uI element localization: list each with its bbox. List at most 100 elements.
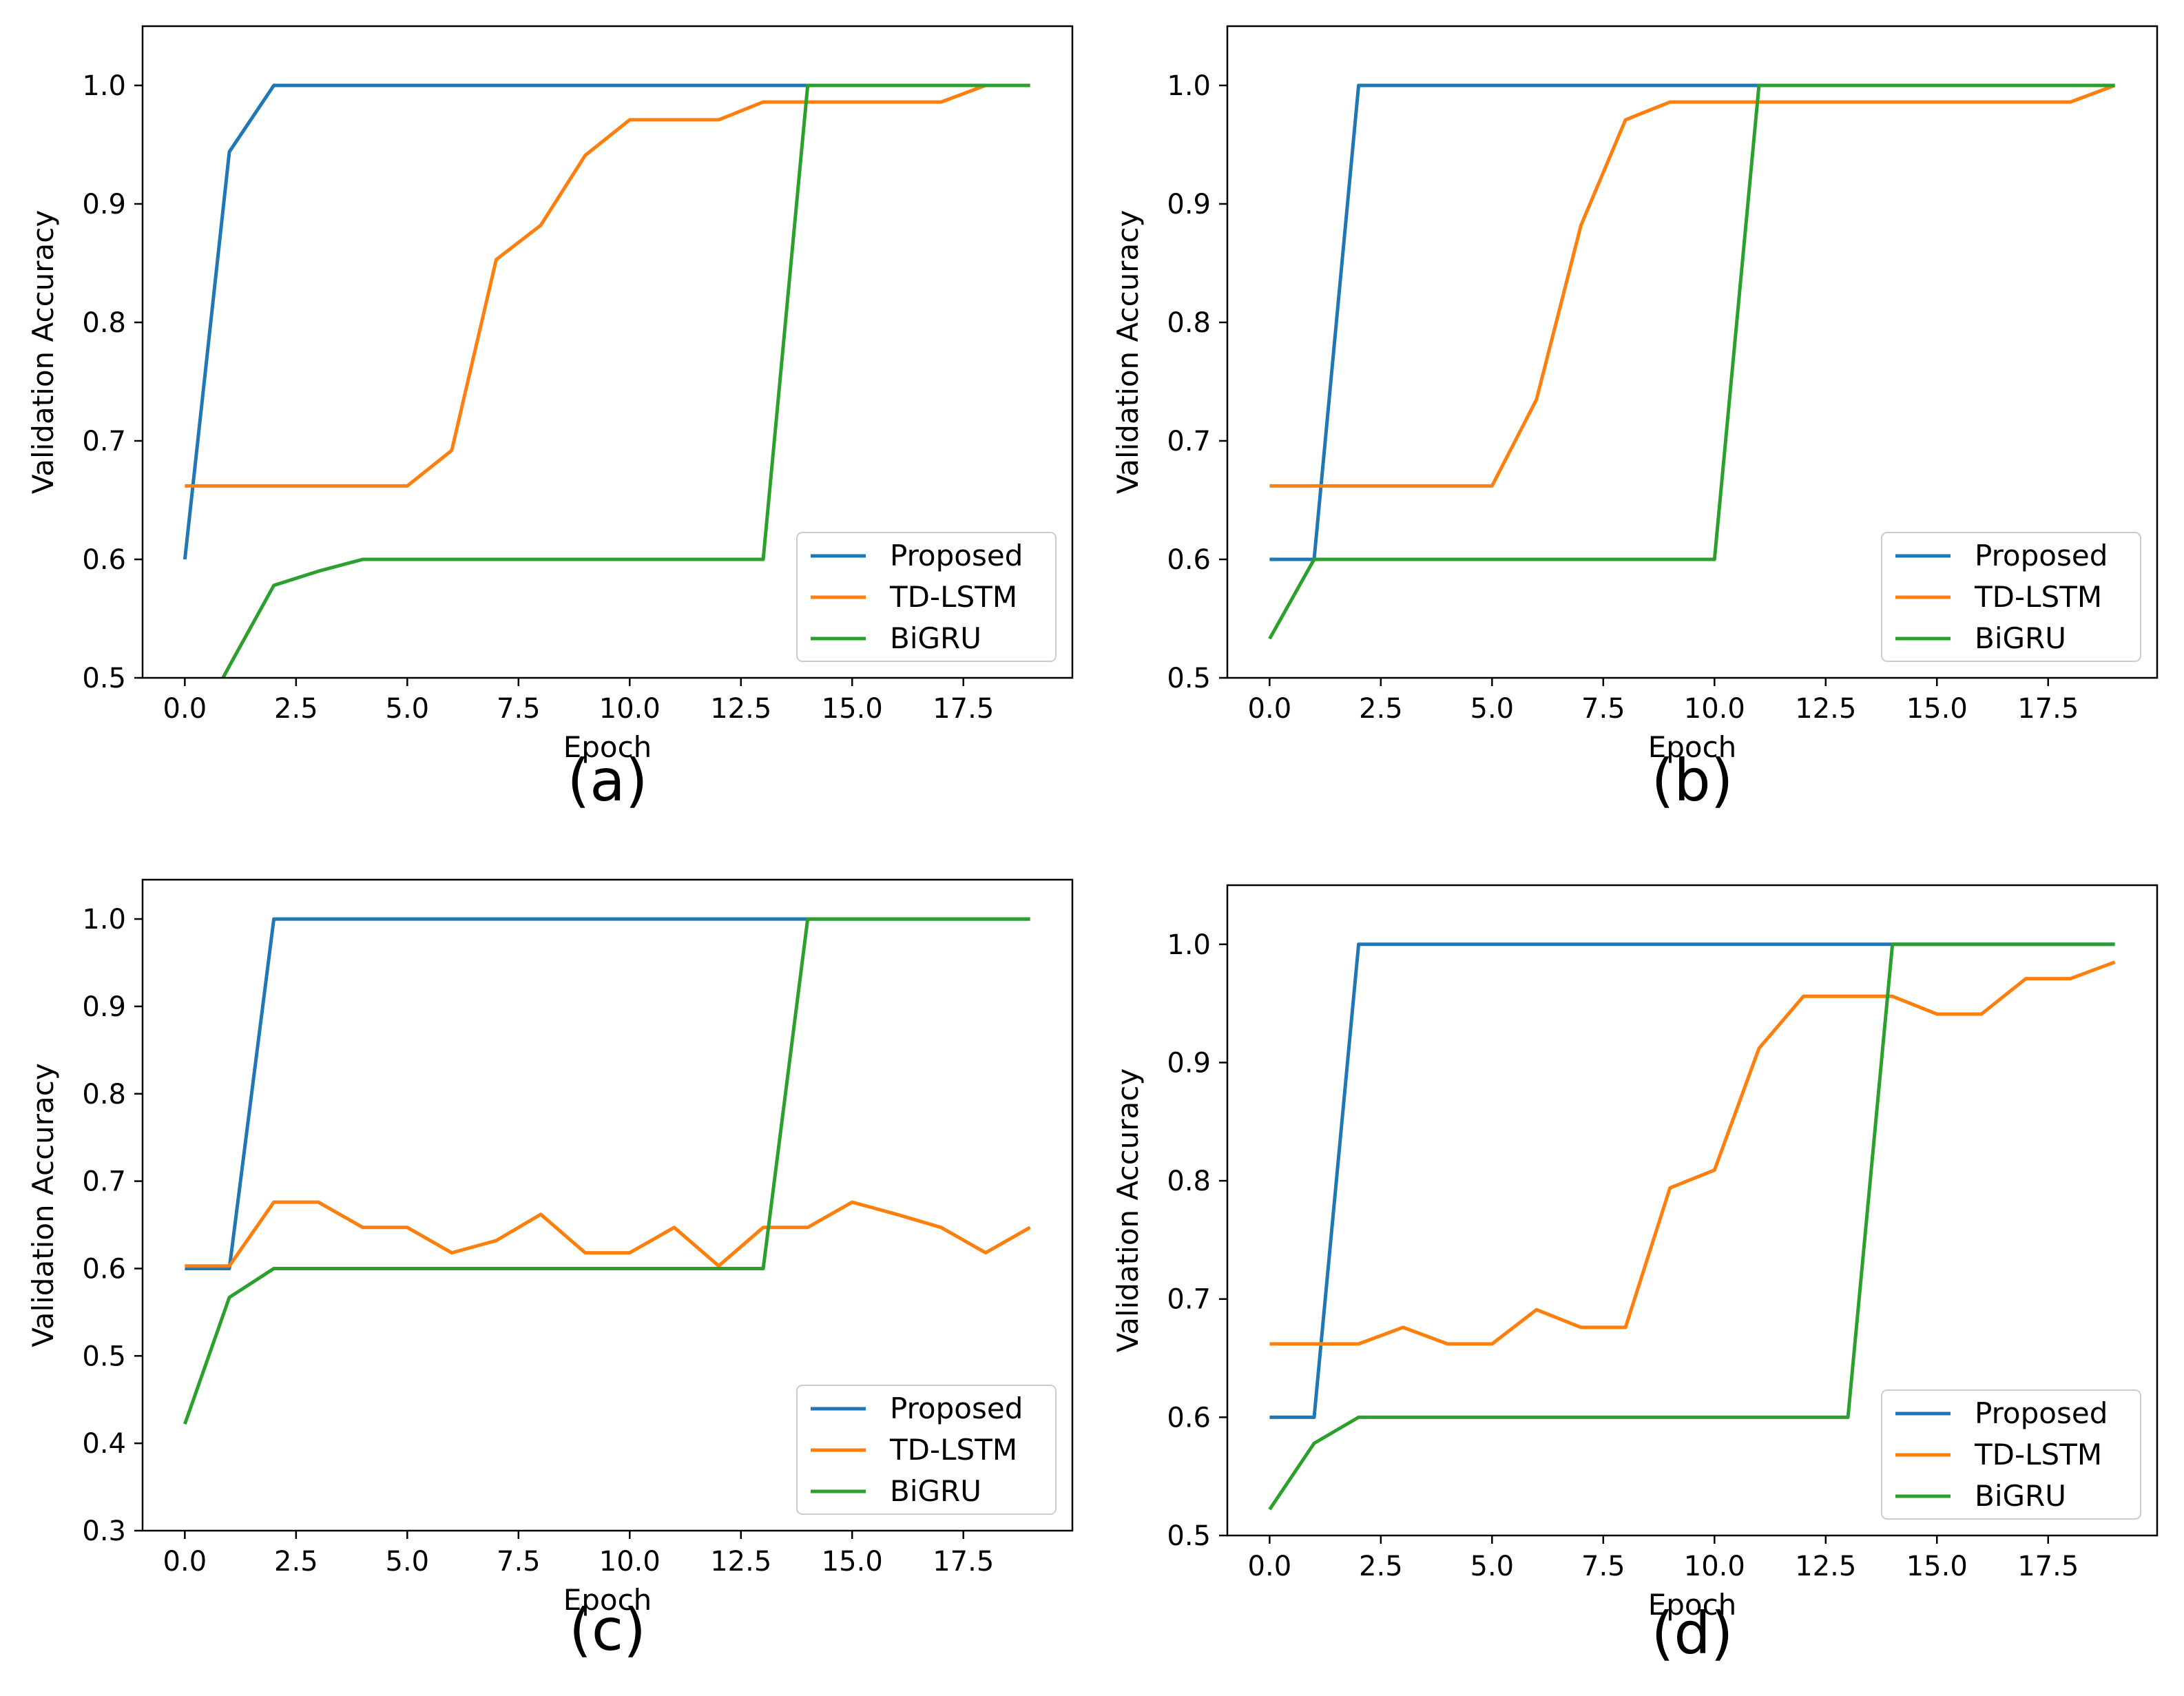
x-tick-label: 12.5 [1795, 1551, 1856, 1582]
legend-label: TD-LSTM [1974, 580, 2102, 614]
y-tick-label: 0.8 [82, 307, 126, 339]
y-tick-label: 0.7 [1167, 426, 1211, 457]
y-tick-label: 1.0 [1167, 70, 1211, 102]
x-tick-label: 5.0 [1470, 693, 1515, 725]
x-axis-label: Epoch [563, 730, 652, 764]
y-tick-label: 0.7 [82, 1166, 126, 1198]
y-tick-label: 0.5 [82, 1341, 126, 1372]
x-tick-label: 15.0 [822, 693, 883, 725]
legend-label: BiGRU [890, 1474, 981, 1508]
y-tick-label: 0.8 [1167, 307, 1211, 339]
x-tick-label: 10.0 [599, 1546, 661, 1578]
x-tick-label: 10.0 [599, 693, 661, 725]
y-tick-label: 0.9 [82, 189, 126, 220]
legend-box [1881, 532, 2141, 662]
x-tick-label: 2.5 [1359, 1551, 1403, 1582]
legend-label: Proposed [890, 539, 1023, 572]
chart-panel-d: 0.0 2.5 5.0 7.5 10.0 12.5 15.0 17.5 0.5 0.6 0.7 0.8… [1111, 884, 2159, 1667]
x-tick-label: 15.0 [1906, 1551, 1968, 1582]
y-axis-label: Validation Accuracy [26, 210, 60, 495]
series-line-td-lstm [1269, 960, 2116, 1346]
chart-panel-c: 0.0 2.5 5.0 7.5 10.0 12.5 15.0 17.5 0.3 0.4 0.5 0.6… [26, 878, 1074, 1664]
x-tick-label: 5.0 [386, 1546, 430, 1578]
legend-label: TD-LSTM [1974, 1438, 2102, 1471]
series-line-proposed [1269, 83, 2115, 561]
panel-label: (c) [569, 1596, 646, 1664]
y-tick-label: 1.0 [82, 70, 126, 102]
y-axis-label: Validation Accuracy [1111, 1068, 1145, 1353]
panel-label: (b) [1652, 747, 1734, 814]
y-tick-label: 1.0 [82, 904, 126, 935]
series-line-bigru [220, 83, 1030, 678]
y-tick-label: 0.9 [1167, 1047, 1211, 1079]
x-tick-label: 2.5 [274, 693, 318, 725]
x-axis-label: Epoch [563, 1583, 652, 1617]
plot-frame [1226, 884, 2159, 1537]
series-group [183, 917, 1031, 1425]
series-line-td-lstm [185, 1200, 1031, 1268]
x-tick-label: 15.0 [1906, 693, 1968, 725]
x-tick-label: 7.5 [1581, 693, 1625, 725]
x-axis-label: Epoch [1648, 730, 1737, 764]
y-tick-label: 0.9 [82, 991, 126, 1023]
y-tick-label: 0.5 [1167, 663, 1211, 694]
legend: Proposed TD-LSTM BiGRU [796, 532, 1057, 662]
legend-box [796, 532, 1057, 662]
series-line-bigru [1268, 942, 2115, 1511]
x-tick-label: 0.0 [1248, 693, 1292, 725]
x-tick-label: 17.5 [933, 1546, 994, 1578]
legend-label: BiGRU [1975, 1479, 2066, 1513]
x-tick-label: 0.0 [163, 693, 207, 725]
y-tick-label: 0.8 [82, 1079, 126, 1110]
plot-frame [1226, 25, 2159, 679]
series-line-td-lstm [185, 83, 1030, 488]
y-tick-label: 0.7 [82, 426, 126, 457]
y-tick-label: 0.5 [1167, 1520, 1211, 1552]
chart-panel-b: 0.0 2.5 5.0 7.5 10.0 12.5 15.0 17.5 0.5 0.6 0.7 0.8… [1111, 25, 2159, 814]
y-axis-label: Validation Accuracy [26, 1063, 60, 1347]
y-tick-label: 0.6 [82, 1253, 126, 1285]
x-tick-label: 7.5 [1581, 1551, 1625, 1582]
x-tick-label: 0.0 [163, 1546, 207, 1578]
legend: Proposed TD-LSTM BiGRU [1881, 1389, 2141, 1520]
x-tick-label: 12.5 [710, 1546, 771, 1578]
plot-frame [141, 25, 1074, 679]
y-tick-label: 0.6 [1167, 1402, 1211, 1434]
legend-label: Proposed [1975, 539, 2108, 572]
y-tick-label: 0.3 [82, 1516, 126, 1547]
series-group [1268, 942, 2116, 1511]
x-tick-label: 2.5 [274, 1546, 318, 1578]
legend-label: BiGRU [890, 621, 981, 655]
x-tick-label: 15.0 [822, 1546, 883, 1578]
x-tick-label: 12.5 [710, 693, 771, 725]
legend-label: Proposed [890, 1392, 1023, 1425]
x-tick-label: 17.5 [2017, 1551, 2079, 1582]
x-tick-label: 0.0 [1248, 1551, 1292, 1582]
legend-label: Proposed [1975, 1396, 2108, 1430]
x-tick-label: 7.5 [497, 693, 541, 725]
y-axis-label: Validation Accuracy [1111, 210, 1145, 495]
x-tick-label: 17.5 [2017, 693, 2079, 725]
x-tick-label: 10.0 [1684, 1551, 1745, 1582]
y-tick-label: 0.6 [1167, 544, 1211, 576]
series-line-td-lstm [1269, 83, 2116, 488]
y-tick-label: 0.9 [1167, 189, 1211, 220]
x-tick-label: 5.0 [1470, 1551, 1515, 1582]
y-tick-label: 0.4 [82, 1428, 126, 1460]
series-line-bigru [183, 917, 1030, 1425]
y-tick-label: 0.8 [1167, 1166, 1211, 1197]
legend-label: BiGRU [1975, 621, 2066, 655]
y-tick-label: 1.0 [1167, 929, 1211, 961]
x-tick-label: 12.5 [1795, 693, 1856, 725]
legend-label: TD-LSTM [889, 580, 1017, 614]
y-tick-label: 0.6 [82, 544, 126, 576]
panel-label: (a) [567, 747, 647, 814]
legend-box [796, 1385, 1057, 1515]
x-tick-label: 7.5 [497, 1546, 541, 1578]
chart-panel-a: 0.0 2.5 5.0 7.5 10.0 12.5 15.0 17.5 0.5 0.6 0.7 0.8… [26, 25, 1074, 814]
y-tick-label: 0.5 [82, 663, 126, 694]
legend-box [1881, 1389, 2141, 1520]
series-group [183, 83, 1030, 678]
plot-frame [141, 878, 1074, 1532]
